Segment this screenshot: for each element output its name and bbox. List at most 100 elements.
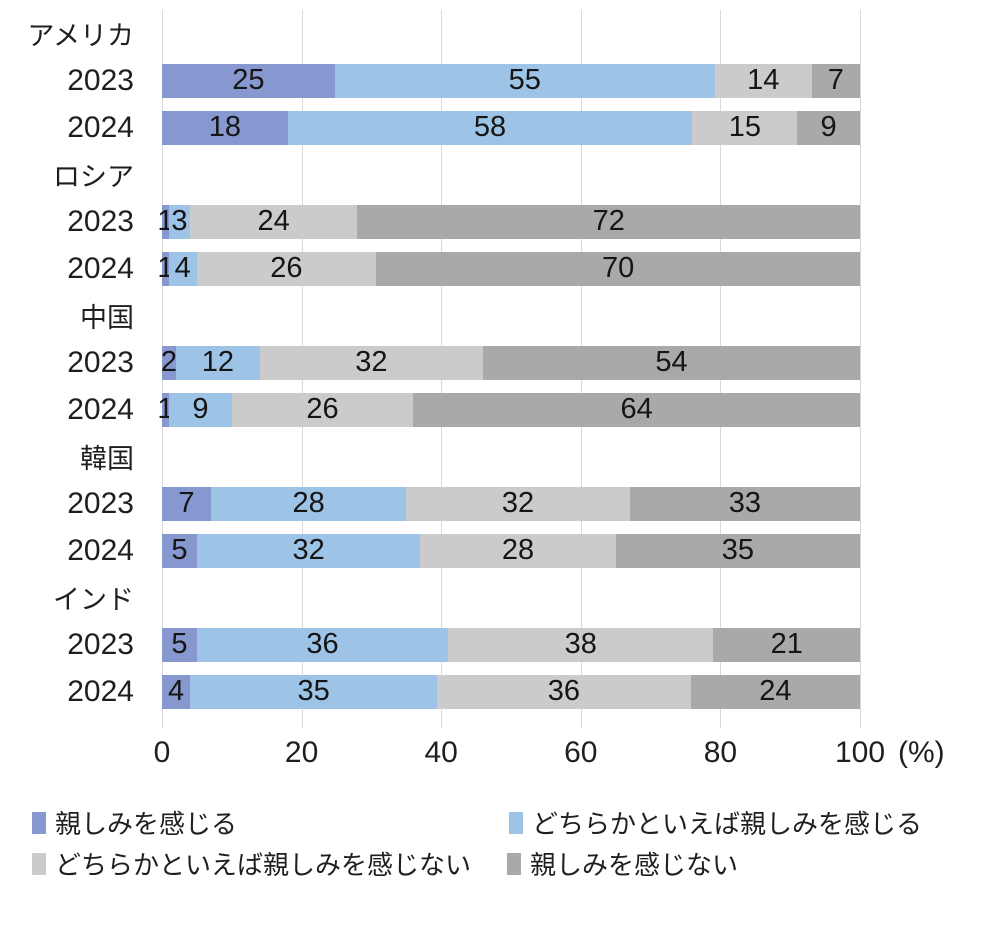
segment-value-label: 64 [620, 393, 653, 425]
stacked-bar: 18 58 15 9 [162, 110, 860, 145]
gridline [860, 10, 861, 728]
bar-segment: 28 [210, 486, 407, 521]
segment-value-label: 4 [174, 252, 191, 284]
year-label: 2023 [67, 63, 134, 97]
bar-row: 2024 18 58 15 9 [0, 104, 860, 151]
segment-value-label: 33 [728, 487, 761, 519]
axis-tick-label: 40 [424, 736, 458, 769]
year-label: 2024 [67, 533, 134, 567]
bar-segment: 1 [157, 392, 174, 427]
segment-value-label: 36 [306, 628, 339, 660]
segment-value-label: 58 [473, 111, 507, 143]
bar-row: 2023 5 36 38 21 [0, 621, 860, 668]
axis-tick-label: 100 [834, 736, 886, 769]
legend-item: どちらかといえば親しみを感じる [509, 804, 922, 841]
segment-value-label: 18 [208, 111, 241, 143]
country-label: インド [53, 585, 134, 615]
legend-label: 親しみを感じない [530, 850, 739, 880]
bar-segment: 24 [690, 674, 860, 709]
segment-value-label: 25 [232, 64, 265, 96]
segment-value-label: 28 [292, 487, 325, 519]
bar-segment: 28 [420, 533, 616, 568]
segment-value-label: 36 [547, 675, 580, 707]
bar-row: 2024 5 32 28 35 [0, 527, 860, 574]
legend-label: どちらかといえば親しみを感じる [532, 809, 923, 839]
year-label: 2024 [67, 110, 134, 144]
year-label: 2024 [67, 251, 134, 285]
year-label: 2023 [67, 204, 134, 238]
segment-value-label: 14 [747, 64, 780, 96]
segment-value-label: 32 [355, 346, 388, 378]
segment-value-label: 12 [201, 346, 234, 378]
segment-value-label: 9 [820, 111, 837, 143]
segment-value-label: 35 [297, 675, 330, 707]
stacked-bar: 7 28 32 33 [162, 486, 860, 521]
bar-row: 2023 1 3 24 72 [0, 198, 860, 245]
axis-tick-label: 20 [284, 736, 319, 769]
year-label: 2023 [67, 486, 134, 520]
bar-segment: 2 [160, 345, 178, 380]
bar-segment: 26 [196, 251, 377, 286]
axis-tick-label: 0 [153, 736, 171, 769]
country-label: 韓国 [80, 444, 134, 474]
bar-row: 2024 1 4 26 70 [0, 245, 860, 292]
bar-segment: 35 [615, 533, 860, 568]
segment-value-label: 15 [728, 111, 761, 143]
bar-segment: 32 [196, 533, 421, 568]
group-header-row: ロシア [0, 151, 860, 198]
bar-segment: 12 [175, 345, 260, 380]
legend-swatch [32, 811, 46, 834]
segment-value-label: 7 [178, 487, 195, 519]
year-label: 2023 [67, 345, 134, 379]
country-label: 中国 [80, 303, 134, 333]
bar-segment: 9 [797, 110, 860, 145]
segment-value-label: 55 [508, 64, 541, 96]
bar-segment: 14 [714, 63, 812, 98]
bar-row: 2023 2 12 32 54 [0, 339, 860, 386]
segment-value-label: 21 [770, 628, 803, 660]
bar-segment: 7 [162, 486, 211, 521]
segment-value-label: 2 [160, 346, 178, 378]
bar-segment: 26 [231, 392, 414, 427]
group-header-row: アメリカ [0, 10, 860, 57]
segment-value-label: 3 [171, 205, 188, 237]
bar-row: 2024 1 9 26 64 [0, 386, 860, 433]
bar-segment: 18 [162, 110, 288, 145]
axis-tick-label: 80 [703, 736, 738, 769]
segment-value-label: 9 [192, 393, 209, 425]
bar-segment: 72 [357, 204, 860, 239]
legend-swatch [509, 811, 523, 834]
bar-segment: 24 [189, 204, 358, 239]
legend-item: 親しみを感じる [32, 804, 237, 841]
bar-segment: 35 [190, 674, 437, 709]
bar-row: 2024 4 35 36 24 [0, 668, 860, 715]
segment-value-label: 24 [759, 675, 792, 707]
bar-segment: 4 [168, 251, 197, 286]
segment-value-label: 7 [827, 64, 844, 96]
group-header-row: 韓国 [0, 433, 860, 480]
bar-segment: 3 [168, 204, 190, 239]
segment-value-label: 24 [257, 205, 290, 237]
axis-unit-label: (%) [898, 736, 945, 769]
legend-label: どちらかといえば親しみを感じない [55, 850, 472, 880]
stacked-bar: 1 4 26 70 [157, 251, 860, 286]
group-header-row: 中国 [0, 292, 860, 339]
bar-segment: 15 [692, 110, 798, 145]
year-label: 2024 [67, 392, 134, 426]
bar-segment: 9 [168, 392, 232, 427]
bar-segment: 1 [157, 251, 174, 286]
legend-swatch [507, 852, 521, 875]
bar-row: 2023 7 28 32 33 [0, 480, 860, 527]
bar-segment: 21 [713, 627, 860, 662]
segment-value-label: 35 [721, 534, 754, 566]
stacked-bar: 5 36 38 21 [162, 627, 860, 662]
bar-segment: 1 [157, 204, 174, 239]
axis-tick-label: 60 [564, 736, 598, 769]
country-label: ロシア [53, 162, 134, 192]
bar-segment: 7 [811, 63, 860, 98]
bar-segment: 5 [162, 627, 197, 662]
stacked-bar: 2 12 32 54 [160, 345, 860, 380]
stacked-bar: 1 3 24 72 [157, 204, 860, 239]
bar-segment: 36 [196, 627, 449, 662]
legend-item: 親しみを感じない [507, 845, 738, 882]
